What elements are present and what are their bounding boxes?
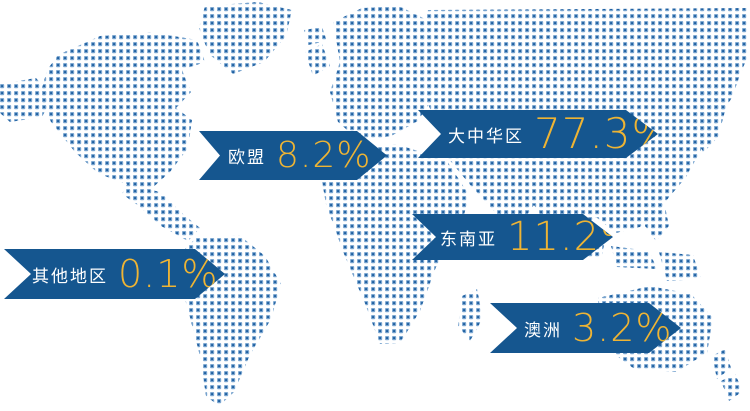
map-north-america (40, 32, 205, 190)
map-greenland (199, 2, 292, 74)
region-banner-eu: 欧盟 8.2% (199, 131, 387, 180)
map-alaska (0, 78, 52, 122)
map-japan (695, 83, 727, 153)
map-new-zealand-south (721, 374, 743, 401)
map-new-zealand-north (712, 349, 731, 379)
region-value: 3.2% (572, 306, 673, 350)
region-banner-other-regions: 其他地区 0.1% (4, 249, 225, 299)
region-value: 0.1% (118, 252, 219, 296)
region-label: 澳洲 (524, 320, 562, 341)
region-value: 8.2% (276, 134, 372, 176)
region-label: 欧盟 (228, 148, 266, 168)
map-iceland (304, 27, 327, 45)
map-new-guinea (659, 252, 701, 281)
region-label: 其他地区 (32, 266, 108, 287)
region-banner-greater-china: 大中华区 77.3% (418, 110, 658, 158)
map-central-america (122, 184, 200, 241)
region-banner-australia: 澳洲 3.2% (490, 303, 681, 353)
map-africa (320, 144, 469, 344)
map-indonesia-east (611, 246, 657, 269)
map-united-kingdom (305, 44, 330, 76)
map-madagascar (458, 289, 483, 341)
map-philippines (645, 197, 669, 241)
region-label: 东南亚 (440, 229, 497, 250)
map-europe (330, 6, 434, 142)
region-label: 大中华区 (448, 126, 524, 147)
region-banner-southeast-asia: 东南亚 11.2% (412, 214, 613, 260)
